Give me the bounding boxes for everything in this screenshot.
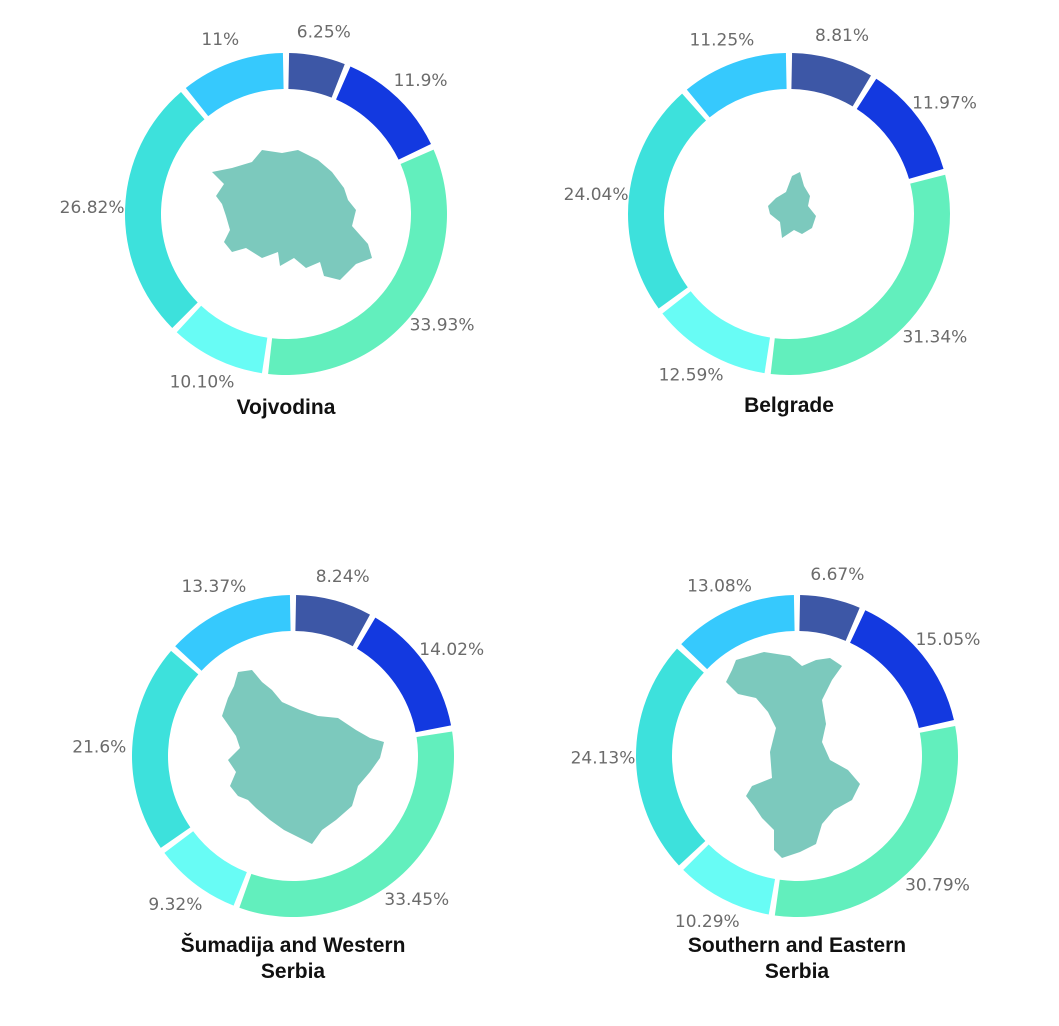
- donut-segment-3: [268, 149, 447, 375]
- donut-segments: [627, 53, 950, 375]
- donut-segment-6: [681, 595, 795, 670]
- region-map-belgrade: [768, 172, 816, 238]
- donut-segment-2: [856, 78, 944, 179]
- donut-segment-6: [686, 53, 787, 118]
- donut-segment-5: [627, 93, 707, 309]
- region-map-sumadija-and-western-serbia: [222, 670, 384, 844]
- percent-label-3: 30.79%: [905, 875, 970, 895]
- percent-label-2: 11.97%: [912, 94, 977, 114]
- donut-segment-2: [850, 610, 954, 729]
- percent-label-5: 21.6%: [72, 737, 126, 757]
- donut-segment-1: [295, 595, 370, 647]
- chart-title-line: Belgrade: [744, 394, 834, 417]
- donut-segments: [635, 595, 958, 918]
- donut-segment-3: [774, 726, 958, 918]
- percent-label-4: 12.59%: [659, 366, 724, 386]
- region-map-vojvodina: [212, 150, 372, 280]
- chart-title-line: Southern and Eastern: [688, 934, 906, 957]
- percent-label-3: 33.45%: [384, 890, 449, 910]
- donut-segment-1: [791, 53, 871, 107]
- donut-segment-2: [336, 66, 431, 160]
- chart-title-line: Vojvodina: [237, 396, 336, 419]
- percent-label-1: 6.67%: [810, 565, 864, 585]
- percent-label-2: 14.02%: [419, 640, 484, 660]
- percent-labels: 8.24% 14.02% 33.45% 9.32% 21.6% 13.37%: [72, 567, 484, 915]
- donut-segment-3: [239, 731, 455, 918]
- donut-segment-4: [176, 305, 268, 374]
- percent-label-4: 9.32%: [148, 895, 202, 915]
- percent-label-3: 31.34%: [902, 328, 967, 348]
- percent-label-5: 26.82%: [60, 198, 125, 218]
- donut-segment-4: [683, 844, 776, 915]
- percent-label-4: 10.29%: [675, 912, 740, 932]
- donut-chart-southern-and-eastern-serbia: 6.67% 15.05% 30.79% 10.29% 24.13% 13.08% Sout…: [571, 565, 981, 983]
- percent-labels: 6.25% 11.9% 33.93% 10.10% 26.82% 11%: [60, 23, 475, 393]
- chart-title-line: Serbia: [765, 960, 830, 983]
- percent-label-1: 8.81%: [815, 26, 869, 46]
- percent-labels: 6.67% 15.05% 30.79% 10.29% 24.13% 13.08%: [571, 565, 981, 932]
- donut-segment-1: [799, 595, 860, 641]
- donut-segment-6: [175, 595, 291, 671]
- donut-segment-5: [124, 91, 205, 328]
- percent-label-2: 11.9%: [394, 71, 448, 91]
- donut-segment-3: [770, 174, 950, 375]
- percent-label-6: 13.08%: [687, 577, 752, 597]
- donut-segments: [124, 53, 447, 375]
- donut-chart-belgrade: 8.81% 11.97% 31.34% 12.59% 24.04% 11.25% Belg…: [564, 26, 977, 417]
- donut-segment-1: [288, 53, 345, 98]
- donut-segments: [132, 595, 455, 918]
- chart-title-line: Serbia: [261, 960, 326, 983]
- percent-label-2: 15.05%: [916, 630, 981, 650]
- chart-title: Belgrade: [744, 394, 834, 417]
- percent-label-6: 11%: [201, 30, 239, 50]
- percent-labels: 8.81% 11.97% 31.34% 12.59% 24.04% 11.25%: [564, 26, 977, 386]
- percent-label-6: 11.25%: [689, 31, 754, 51]
- donut-segment-2: [356, 617, 452, 733]
- chart-title: Šumadija and Western Serbia: [181, 933, 406, 983]
- chart-title: Vojvodina: [237, 396, 336, 419]
- donut-chart-vojvodina: 6.25% 11.9% 33.93% 10.10% 26.82% 11% Vojvodin…: [60, 23, 475, 419]
- percent-label-1: 6.25%: [297, 23, 351, 43]
- donut-segment-5: [635, 648, 706, 866]
- donut-chart-sumadija-and-western-serbia: 8.24% 14.02% 33.45% 9.32% 21.6% 13.37% Šumadi…: [72, 567, 484, 983]
- percent-label-3: 33.93%: [410, 315, 475, 335]
- percent-label-4: 10.10%: [170, 373, 235, 393]
- region-map-southern-and-eastern-serbia: [726, 652, 860, 858]
- percent-label-5: 24.04%: [564, 185, 629, 205]
- percent-label-5: 24.13%: [571, 749, 636, 769]
- donut-segment-6: [185, 53, 284, 117]
- donut-segment-5: [132, 650, 199, 848]
- chart-title: Southern and Eastern Serbia: [688, 934, 906, 983]
- donut-segment-4: [662, 291, 771, 374]
- percent-label-6: 13.37%: [181, 577, 246, 597]
- percent-label-1: 8.24%: [316, 567, 370, 587]
- chart-title-line: Šumadija and Western: [181, 933, 406, 957]
- donut-segment-4: [164, 831, 247, 906]
